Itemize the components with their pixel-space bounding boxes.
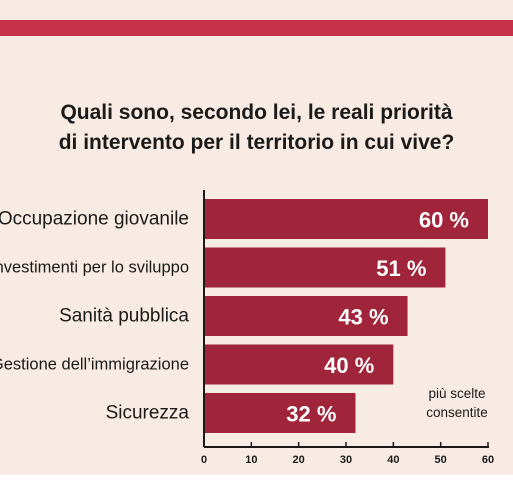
- chart-title-line-1: Quali sono, secondo lei, le reali priori…: [60, 101, 453, 124]
- chart-title-line-2: di intervento per il territorio in cui v…: [58, 131, 455, 154]
- bars-group: [204, 199, 488, 433]
- x-tick-label-6: 50: [435, 454, 447, 466]
- category-label-1: Occupazione giovanile: [0, 209, 189, 230]
- data-label-3: 43 %: [338, 305, 388, 330]
- data-label-2: 51 %: [376, 256, 426, 281]
- chart-title: Quali sono, secondo lei, le reali priori…: [0, 98, 513, 158]
- category-labels-group: Occupazione giovanile Investimenti per lo…: [0, 209, 189, 424]
- x-tick-label-4: 30: [340, 454, 352, 466]
- bar-1: [204, 199, 488, 239]
- x-tick-label-2: 10: [245, 454, 257, 466]
- category-label-5: Sicurezza: [106, 403, 190, 424]
- data-labels-group: 60 % 51 % 43 % 40 % 32 %: [286, 208, 469, 427]
- x-tick-label-3: 20: [293, 454, 305, 466]
- bar-2: [204, 247, 446, 288]
- x-tick-label-5: 40: [387, 454, 399, 466]
- data-label-4: 40 %: [324, 353, 374, 378]
- x-tick-label-1: 0: [201, 454, 207, 466]
- data-label-5: 32 %: [286, 402, 336, 427]
- note-line-1: più scelte: [428, 386, 485, 401]
- x-axis-group: 0 10 20 30 40 50 60: [201, 442, 494, 466]
- x-tick-label-7: 60: [482, 454, 494, 466]
- category-label-3: Sanità pubblica: [59, 306, 189, 327]
- bar-3: [204, 296, 408, 336]
- header-band: [0, 20, 513, 36]
- category-label-4: Gestione dell’immigrazione: [0, 356, 189, 374]
- category-label-2: Investimenti per lo sviluppo: [0, 259, 189, 277]
- bar-4: [204, 344, 394, 385]
- data-label-1: 60 %: [419, 208, 469, 233]
- bar-5: [204, 393, 356, 433]
- note-line-2: consentite: [426, 405, 488, 420]
